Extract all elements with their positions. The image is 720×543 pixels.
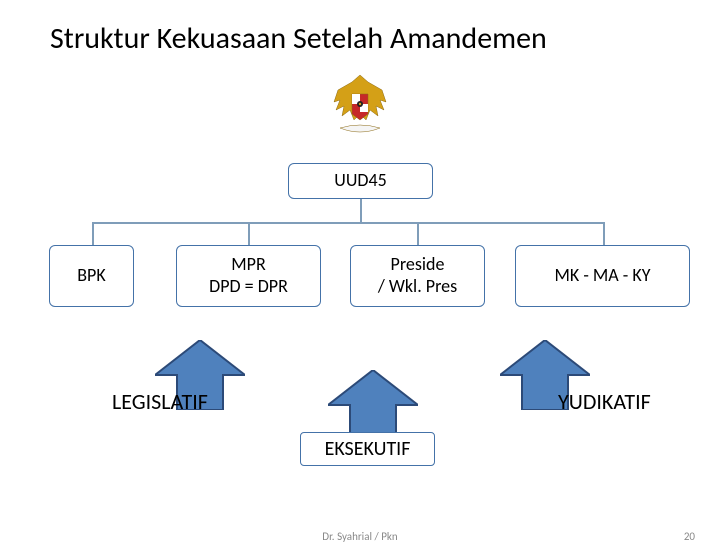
node-label: DPD = DPR [209,276,288,298]
node-label: Preside [391,254,445,276]
node-bpk: BPK [49,245,134,307]
node-root: UUD45 [288,163,433,199]
connector [92,222,603,224]
node-mpr: MPR DPD = DPR [176,245,321,307]
node-mk-ma-ky: MK - MA - KY [515,245,690,307]
connector [92,222,94,245]
node-label: / Wkl. Pres [378,276,457,298]
footer-author: Dr. Syahrial / Pkn [322,530,397,543]
page-title: Struktur Kekuasaan Setelah Amandemen [50,20,547,57]
page-number: 20 [684,530,695,543]
node-label: UUD45 [334,170,386,192]
connector [417,222,419,245]
node-presiden: Preside / Wkl. Pres [350,245,485,307]
node-label: BPK [77,265,105,287]
category-eksekutif: EKSEKUTIF [325,437,411,461]
garuda-emblem-icon [330,70,390,140]
arrow-eksekutif-icon [328,370,418,440]
node-label: MK - MA - KY [555,265,651,287]
category-eksekutif-box: EKSEKUTIF [300,432,435,466]
node-label: MPR [231,254,265,276]
connector [248,222,250,245]
connector [603,222,605,245]
category-legislatif: LEGISLATIF [112,388,208,415]
category-yudikatif: YUDIKATIF [558,388,651,415]
connector [360,199,362,222]
